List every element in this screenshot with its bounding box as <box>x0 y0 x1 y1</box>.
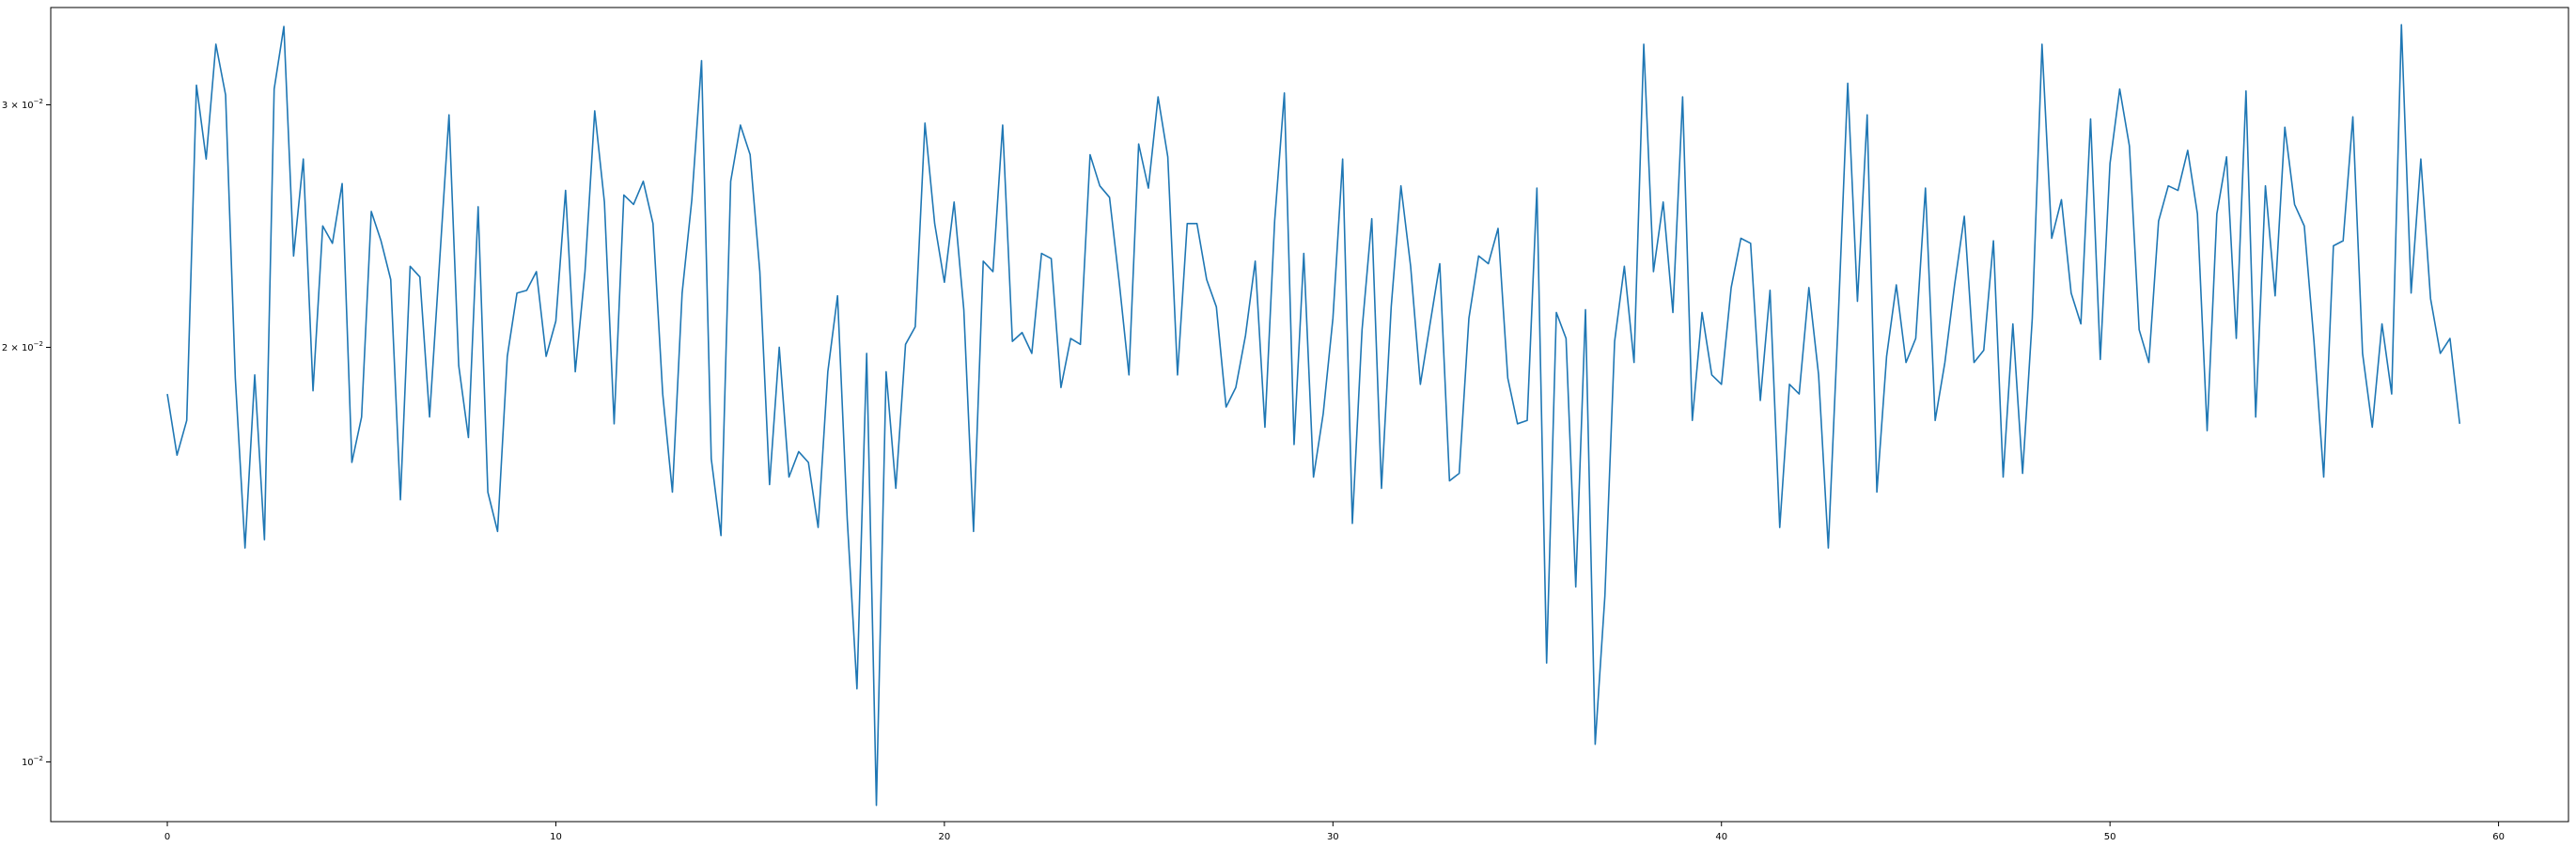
axes-frame <box>50 7 2569 823</box>
y-tick-label: 10−2 <box>22 755 43 768</box>
x-tick-label: 60 <box>2492 832 2505 842</box>
x-tick-label: 20 <box>939 832 951 842</box>
series-line-0 <box>166 24 2461 807</box>
x-tick-label: 50 <box>2104 832 2116 842</box>
x-tick-label: 30 <box>1327 832 1339 842</box>
x-tick-label: 40 <box>1715 832 1727 842</box>
x-tick-label: 10 <box>550 832 562 842</box>
y-tick-label: 3 × 10−2 <box>2 98 43 111</box>
x-tick-label: 0 <box>164 832 170 842</box>
y-tick-label: 2 × 10−2 <box>2 340 43 353</box>
